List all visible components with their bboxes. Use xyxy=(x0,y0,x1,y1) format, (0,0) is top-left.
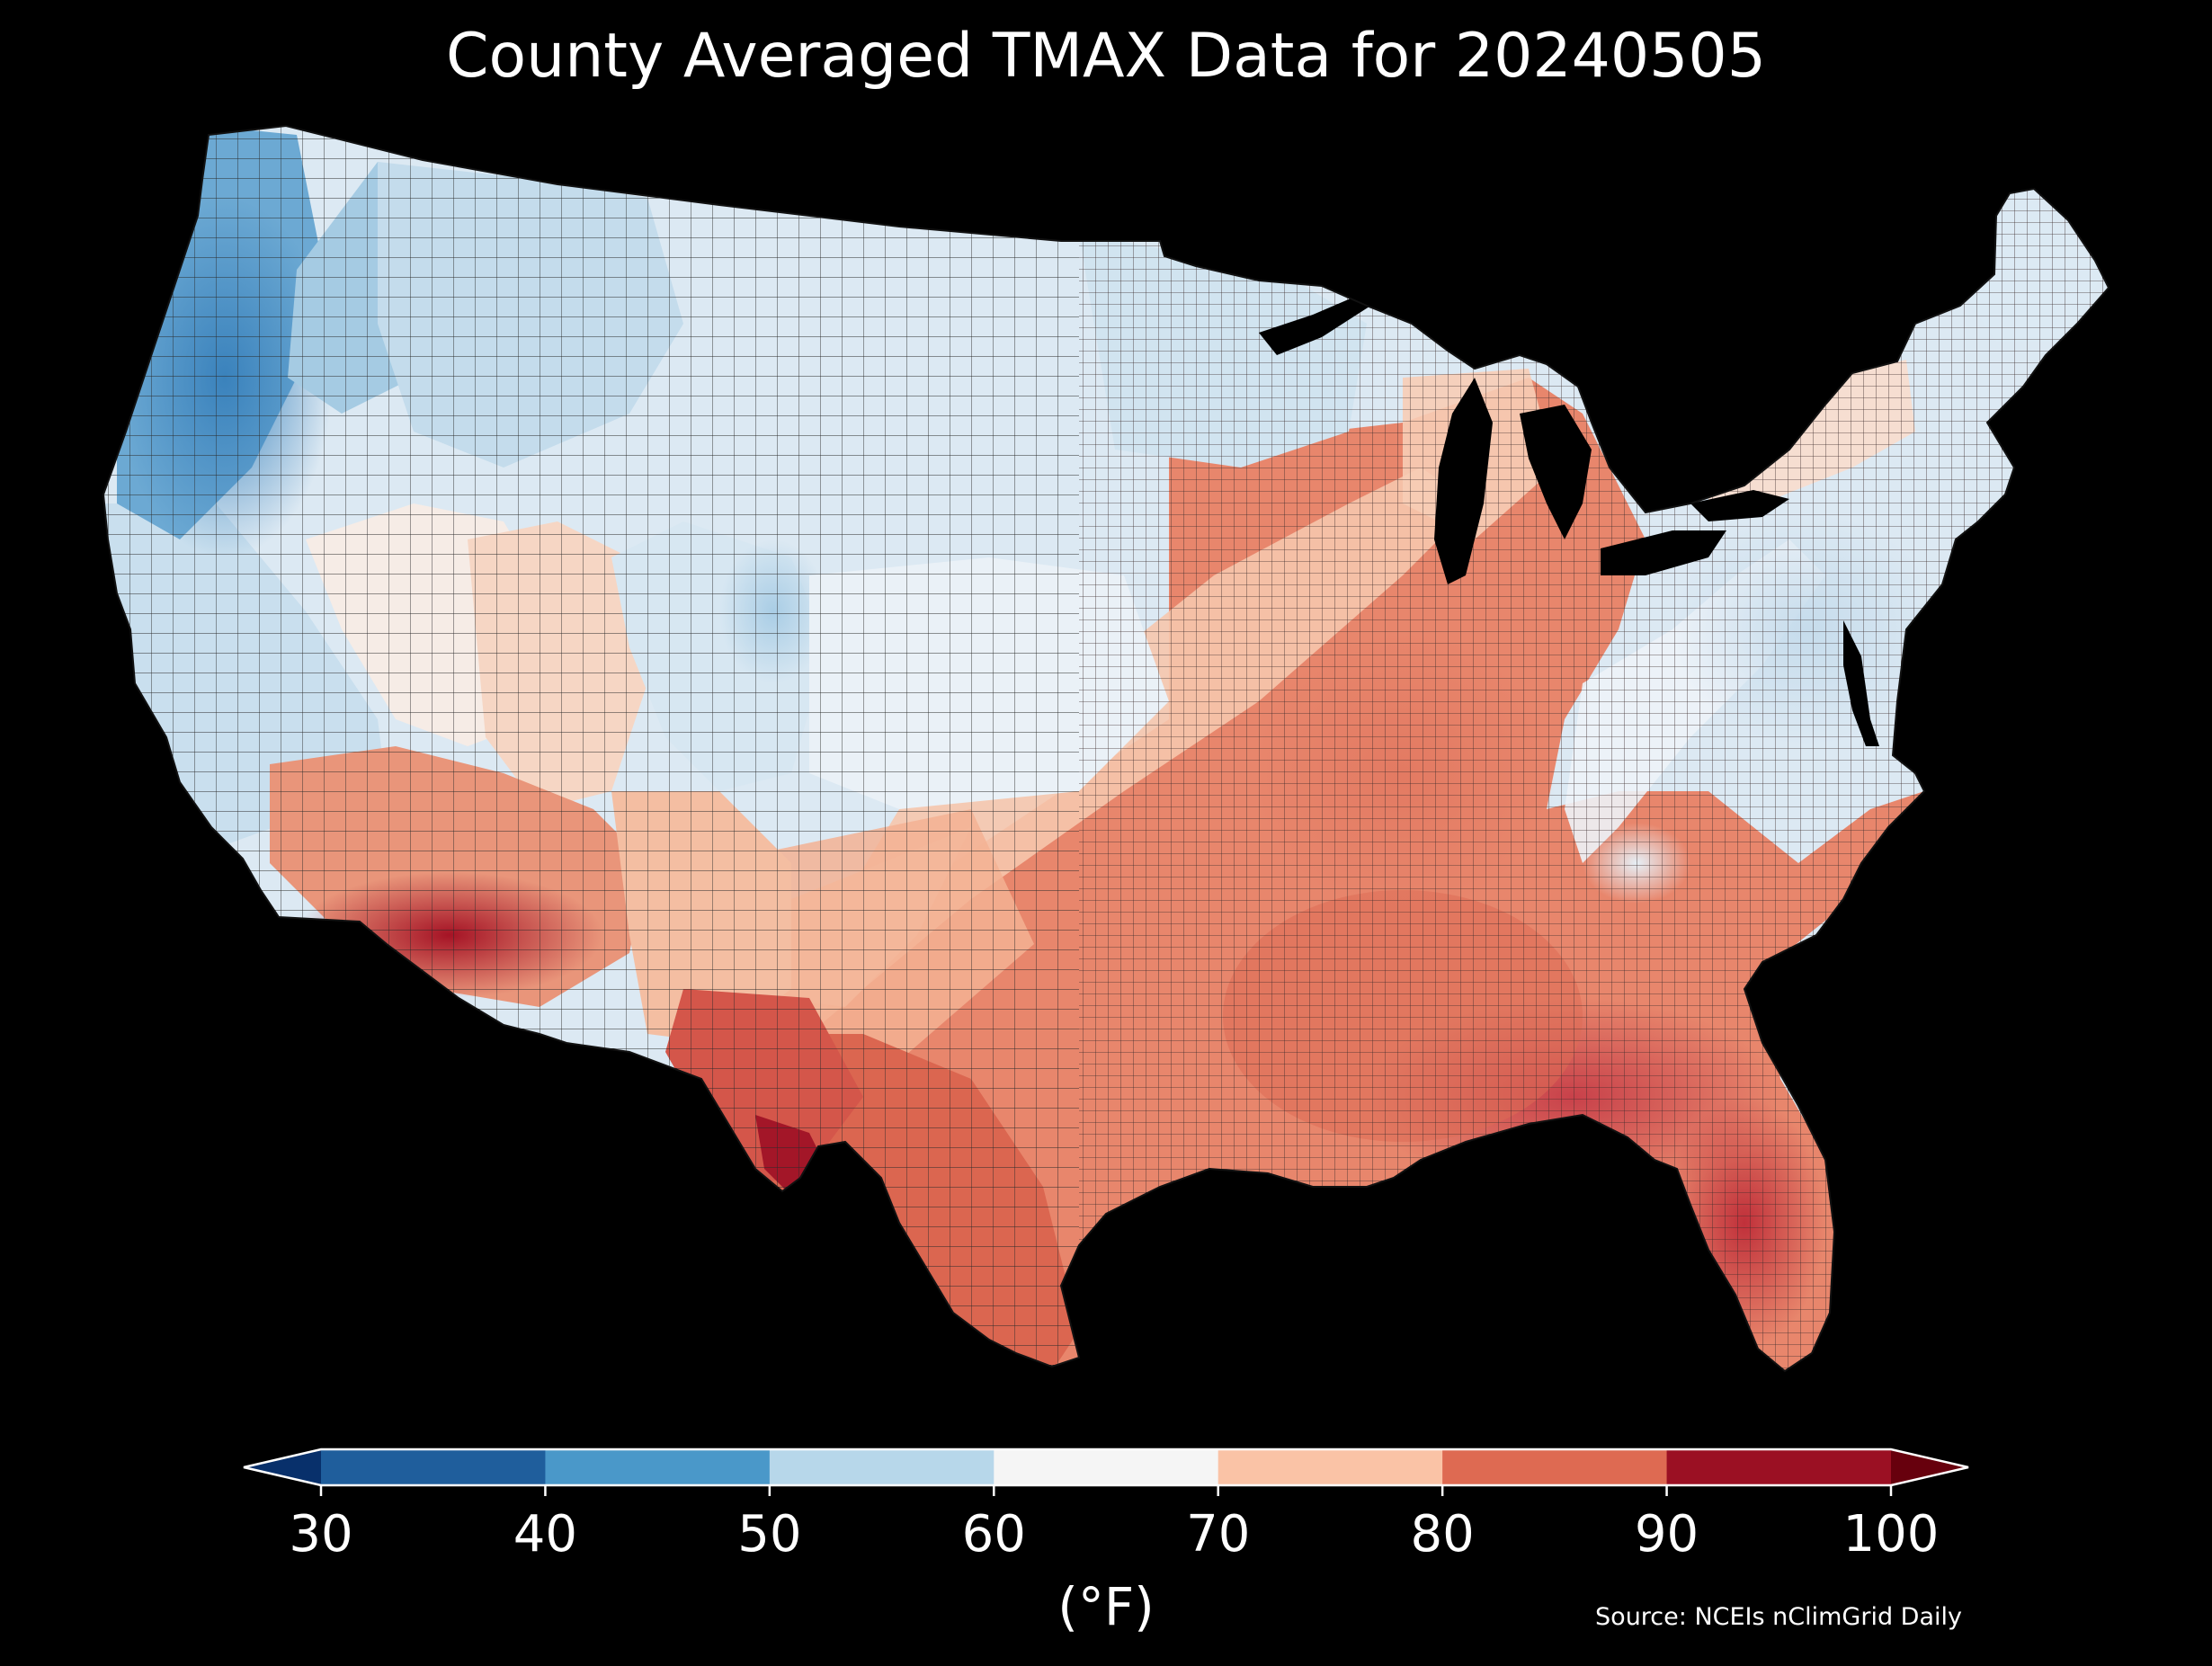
colorbar-tick-label: 40 xyxy=(513,1505,578,1564)
colorbar-bin-80-90 xyxy=(1442,1449,1668,1485)
map-title: County Averaged TMAX Data for 20240505 xyxy=(446,21,1766,92)
colorbar-unit-label: (°F) xyxy=(1057,1576,1155,1637)
colorbar-tick-label: 60 xyxy=(961,1505,1026,1564)
us-outline xyxy=(102,124,2110,1373)
colorbar-bin-90-100 xyxy=(1666,1449,1892,1485)
colorbar-tick-label: 70 xyxy=(1186,1505,1251,1564)
great-lakes xyxy=(1259,288,1879,746)
colorbar-bin-60-70 xyxy=(994,1449,1219,1485)
colorbar-bin-40-50 xyxy=(545,1449,771,1485)
colorbar-extend-high xyxy=(1891,1449,1968,1485)
colorbar-tick-label: 100 xyxy=(1842,1505,1940,1564)
colorbar-tick-label: 30 xyxy=(289,1505,353,1564)
colorbar-bin-50-60 xyxy=(769,1449,995,1485)
source-attribution: Source: NCEIs nClimGrid Daily xyxy=(1595,1603,1962,1631)
colorbar-extend-low xyxy=(244,1449,321,1485)
colorbar-bin-70-80 xyxy=(1217,1449,1443,1485)
colorbar-tick-label: 90 xyxy=(1634,1505,1699,1564)
colorbar-tick-label: 80 xyxy=(1410,1505,1475,1564)
colorbar-bin-30-40 xyxy=(321,1449,546,1485)
colorbar-tick-label: 50 xyxy=(737,1505,802,1564)
